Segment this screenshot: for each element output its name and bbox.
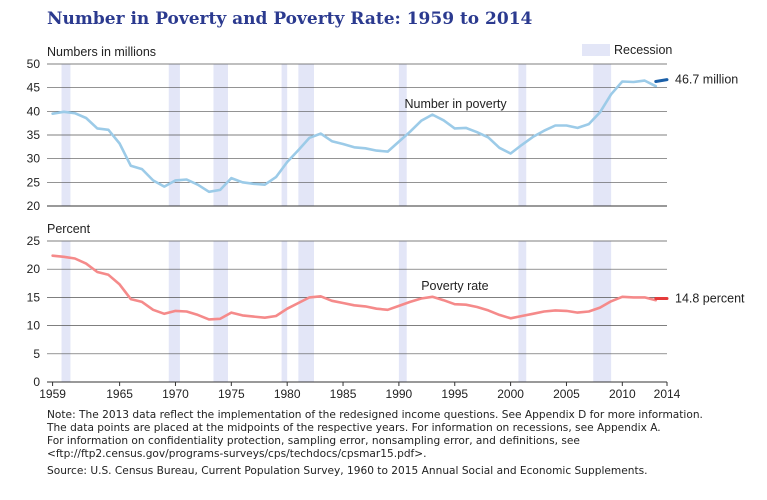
x-tick-label-1970: 1970 [162, 387, 189, 401]
top-y-tick-35: 35 [27, 128, 41, 142]
x-tick-label-1975: 1975 [218, 387, 245, 401]
bottom-y-tick-15: 15 [27, 290, 41, 304]
x-tick-label-1980: 1980 [274, 387, 301, 401]
note-line-1: Note: The 2013 data reflect the implemen… [47, 409, 703, 421]
top-y-tick-20: 20 [27, 199, 41, 213]
top-end-value-label: 46.7 million [675, 73, 738, 87]
bottom-end-value-label: 14.8 percent [675, 292, 745, 306]
x-tick-label-2005: 2005 [553, 387, 580, 401]
x-tick-label-2014: 2014 [654, 387, 681, 401]
top-series-line-2 [654, 78, 669, 83]
source-line: Source: U.S. Census Bureau, Current Popu… [47, 465, 648, 477]
bottom-recession-band-7 [518, 241, 527, 382]
top-y-tick-30: 30 [27, 152, 41, 166]
bottom-recession-band-8 [593, 241, 612, 382]
x-tick-label-1959: 1959 [39, 387, 66, 401]
bottom-y-tick-5: 5 [33, 347, 40, 361]
bottom-recession-band-6 [398, 241, 407, 382]
x-tick-label-2000: 2000 [497, 387, 524, 401]
note-line-2: The data points are placed at the midpoi… [46, 422, 661, 434]
x-tick-label-1995: 1995 [441, 387, 468, 401]
bottom-series-label: Poverty rate [421, 279, 488, 293]
legend-recession-label: Recession [614, 43, 672, 57]
bottom-y-tick-0: 0 [33, 375, 40, 389]
note-line-3: For information on confidentiality prote… [47, 435, 580, 447]
panel-number-in-poverty: Numbers in millions 20 25 30 35 40 45 50 Number… [27, 45, 739, 213]
top-y-tick-45: 45 [27, 81, 41, 95]
x-tick-label-1985: 1985 [330, 387, 357, 401]
panel-poverty-rate: Percent 0 5 10 15 20 25 Poverty rate 14.8 perce… [27, 222, 745, 401]
top-y-tick-40: 40 [27, 104, 41, 118]
top-y-tick-25: 25 [27, 175, 41, 189]
x-tick-label-1965: 1965 [106, 387, 133, 401]
bottom-series-line-1 [51, 254, 658, 321]
bottom-y-axis-label: Percent [47, 222, 91, 236]
bottom-recession-band-1 [61, 241, 71, 382]
bottom-y-tick-10: 10 [27, 319, 41, 333]
bottom-y-tick-25: 25 [27, 234, 41, 248]
bottom-recession-band-5 [298, 241, 314, 382]
note-line-4: <ftp://ftp2.census.gov/programs-surveys/… [47, 448, 427, 460]
x-tick-label-2010: 2010 [609, 387, 636, 401]
top-series-line-1 [51, 79, 658, 194]
top-series-label: Number in poverty [404, 97, 507, 111]
bottom-y-tick-20: 20 [27, 262, 41, 276]
legend-recession-swatch [582, 44, 610, 56]
x-tick-label-1990: 1990 [386, 387, 413, 401]
chart-title: Number in Poverty and Poverty Rate: 1959… [47, 9, 533, 29]
notes-block: Note: The 2013 data reflect the implemen… [46, 409, 703, 477]
top-y-axis-label: Numbers in millions [47, 45, 156, 59]
top-y-tick-50: 50 [27, 57, 41, 71]
bottom-recession-band-3 [213, 241, 228, 382]
